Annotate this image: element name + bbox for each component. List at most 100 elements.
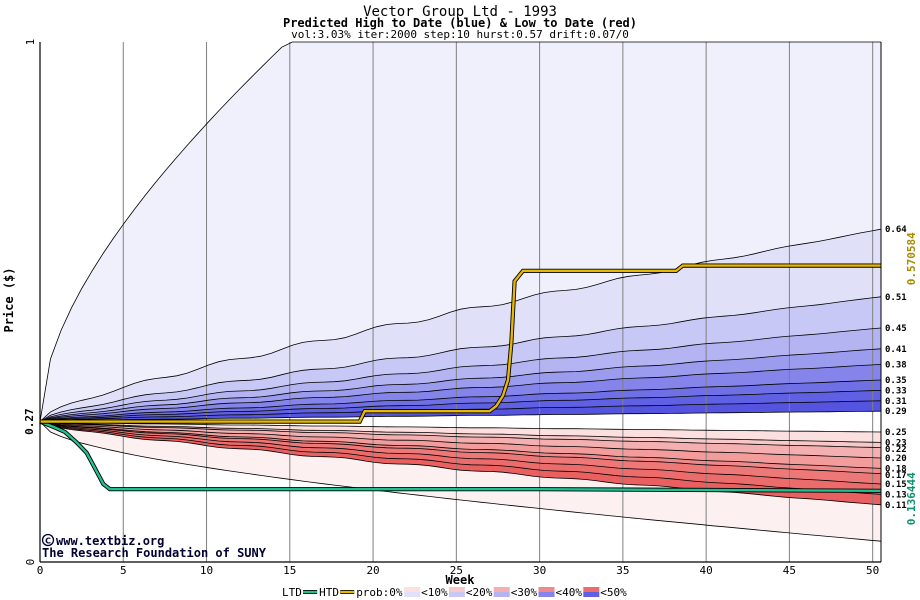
upper-level-label-0-41: 0.41	[885, 345, 907, 355]
lower-band-3	[40, 421, 881, 458]
band-boundary-7	[39, 390, 882, 422]
band-boundary-4	[39, 348, 882, 422]
lower-level-label-0-11: 0.11	[885, 501, 907, 511]
upper-band-3	[40, 328, 881, 422]
lower-level-label-0-17: 0.17	[885, 471, 907, 481]
legend-box-2-bottom	[493, 592, 510, 597]
upper-level-label-0-38: 0.38	[885, 360, 907, 370]
start-price-label: 0.27	[23, 408, 36, 435]
band-boundary-0	[39, 41, 881, 422]
band-boundary-12	[39, 421, 882, 443]
upper-band-4	[40, 348, 881, 422]
level-labels: 0.64 0.51 0.45 0.41 0.38 0.350.330.310.29 0.25…	[885, 225, 907, 511]
lower-level-label-0-22: 0.22	[885, 445, 907, 455]
upper-level-label-0-29: 0.29	[885, 407, 907, 417]
band-boundary-2	[39, 296, 882, 422]
x-tick-40: 40	[700, 564, 713, 577]
lower-band-8	[40, 421, 881, 505]
upper-band-1	[40, 229, 881, 422]
lower-band-5	[40, 421, 881, 474]
lower-band-2	[40, 421, 881, 448]
x-tick-20: 20	[366, 564, 379, 577]
y-tick-1: 1	[24, 39, 37, 46]
x-tick-labels: 0 5 10 15 20 25 30 35 40 45 50	[37, 564, 880, 577]
x-tick-10: 10	[200, 564, 213, 577]
low-to-date-final-label: 0.136444	[905, 472, 918, 525]
high-to-date-final-label: 0.570584	[905, 232, 918, 285]
band-boundary-6	[39, 379, 882, 422]
legend-item-3: <40%	[556, 586, 583, 599]
legend-box-0-top	[404, 587, 421, 592]
legend-box-1-bottom	[448, 592, 465, 597]
legend-box-1-top	[448, 587, 465, 592]
legend-box-3-top	[538, 587, 555, 592]
legend-htd-label: HTD	[319, 586, 339, 599]
upper-level-label-0-64: 0.64	[885, 225, 907, 235]
credit-site: www.textbiz.org	[56, 534, 164, 548]
ltd-series-line	[39, 420, 882, 492]
legend-ltd-label: LTD	[282, 586, 302, 599]
credit-org: The Research Foundation of SUNY	[42, 546, 267, 560]
lower-level-label-0-23: 0.23	[885, 438, 907, 448]
lower-band-4	[40, 421, 881, 469]
x-tick-0: 0	[37, 564, 44, 577]
chart-params: vol:3.03% iter:2000 step:10 hurst:0.57 d…	[291, 28, 629, 41]
x-tick-50: 50	[866, 564, 879, 577]
y-tick-0: 0	[24, 559, 37, 566]
y-axis-label: Price ($)	[2, 267, 16, 332]
legend-item-1: <20%	[466, 586, 493, 599]
x-tick-25: 25	[450, 564, 463, 577]
lower-level-label-0-20: 0.20	[885, 454, 907, 464]
series-lines	[39, 263, 882, 493]
lower-band-6	[40, 421, 881, 484]
x-tick-35: 35	[616, 564, 629, 577]
upper-level-label-0-45: 0.45	[885, 324, 907, 334]
upper-level-label-0-33: 0.33	[885, 386, 907, 396]
upper-band-7	[40, 390, 881, 422]
band-boundary-15	[39, 421, 882, 469]
legend-item-4: <50%	[600, 586, 627, 599]
credit: C www.textbiz.org The Research Foundatio…	[41, 533, 267, 560]
band-boundary-5	[39, 364, 882, 422]
legend-box-4-bottom	[583, 592, 600, 597]
band-boundary-14	[39, 421, 882, 459]
lower-level-label-0-25: 0.25	[885, 428, 907, 438]
x-tick-5: 5	[120, 564, 127, 577]
chart-subtitle: Predicted High to Date (blue) & Low to D…	[283, 16, 637, 30]
legend-box-3-bottom	[538, 592, 555, 597]
x-tick-15: 15	[283, 564, 296, 577]
legend-box-0-bottom	[404, 592, 421, 597]
x-tick-30: 30	[533, 564, 546, 577]
lower-level-label-0-13: 0.13	[885, 490, 907, 500]
band-boundary-9	[39, 410, 882, 422]
axes	[39, 42, 882, 563]
legend-prob-prefix: prob:0%	[356, 586, 403, 599]
copyright-icon-glyph: C	[45, 537, 51, 546]
band-boundary-3	[39, 327, 882, 422]
band-boundary-19	[39, 421, 882, 506]
upper-level-label-0-31: 0.31	[885, 397, 907, 407]
legend-box-4-top	[583, 587, 600, 592]
band-boundary-16	[39, 421, 882, 474]
upper-band-0	[40, 42, 881, 422]
y-tick-labels: 01	[24, 39, 37, 566]
band-boundary-1	[39, 228, 882, 422]
htd-series-line	[40, 264, 881, 423]
lower-level-label-0-15: 0.15	[885, 480, 907, 490]
x-tick-45: 45	[783, 564, 796, 577]
band-boundary-13	[39, 421, 882, 448]
upper-band-5	[40, 364, 881, 422]
upper-level-label-0-35: 0.35	[885, 376, 907, 386]
lower-level-label-0-18: 0.18	[885, 464, 907, 474]
legend: LTD HTD prob:0% <10% <20% <30% <40% <50%	[282, 586, 627, 599]
lower-band-1	[40, 421, 881, 443]
band-boundaries	[39, 41, 882, 542]
band-boundary-10	[39, 421, 882, 542]
band-boundary-11	[39, 421, 882, 433]
chart-title: Vector Group Ltd - 1993	[363, 4, 557, 20]
legend-item-0: <10%	[421, 586, 448, 599]
x-axis-label: Week	[446, 573, 476, 587]
legend-box-2-top	[493, 587, 510, 592]
band-boundary-18	[39, 421, 882, 495]
